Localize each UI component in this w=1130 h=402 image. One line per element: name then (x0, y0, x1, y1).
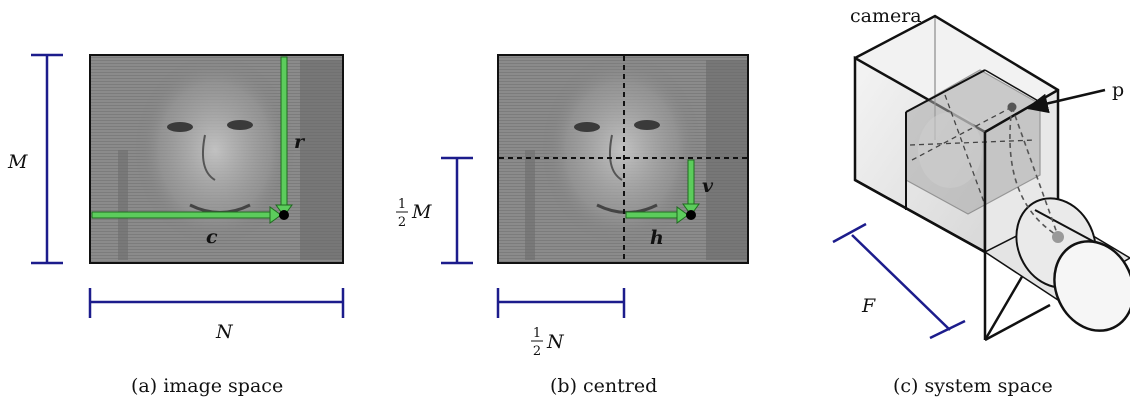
focal-point (1052, 231, 1064, 243)
svg-text:2: 2 (398, 215, 406, 230)
lens-cylinder (1015, 197, 1130, 332)
face-photo-a (89, 54, 344, 264)
half-width-dimension (496, 288, 626, 318)
col-vector-label: c (206, 226, 218, 248)
v-vector-label: v (702, 175, 714, 197)
width-label: N (215, 321, 234, 343)
camera-label: camera (850, 5, 922, 27)
v-vector-arrow (682, 159, 700, 216)
point-pointer-arrow (1025, 88, 1106, 114)
svg-text:N: N (546, 331, 565, 353)
height-dimension (31, 53, 63, 265)
focal-label: F (861, 295, 876, 317)
pixel-point-a (279, 210, 289, 220)
row-vector-label: r (294, 131, 306, 153)
row-vector-arrow (275, 56, 293, 217)
projection-rays (1009, 106, 1059, 237)
point-label: p (1112, 79, 1124, 101)
half-width-label: 1 2 N (531, 326, 565, 359)
h-vector-label: h (650, 227, 664, 249)
caption-b: (b) centred (550, 375, 657, 397)
svg-text:1: 1 (398, 197, 406, 212)
svg-text:1: 1 (533, 326, 541, 341)
caption-c: (c) system space (893, 375, 1053, 397)
half-height-label: 1 2 M (396, 197, 432, 230)
pixel-point-b (686, 210, 696, 220)
panel-c: camera (832, 5, 1130, 342)
width-dimension (88, 288, 345, 318)
height-label: M (7, 151, 28, 173)
svg-text:2: 2 (533, 344, 541, 359)
panel-b: 1 2 M 1 2 N v h (396, 54, 749, 359)
focal-dimension (832, 222, 966, 340)
caption-a: (a) image space (131, 375, 283, 397)
half-height-dimension (441, 156, 473, 265)
projected-point (1007, 102, 1017, 112)
h-vector-arrow (625, 206, 689, 224)
panel-a: M N r c (7, 53, 345, 343)
col-vector-arrow (91, 206, 282, 224)
svg-text:M: M (411, 201, 432, 223)
